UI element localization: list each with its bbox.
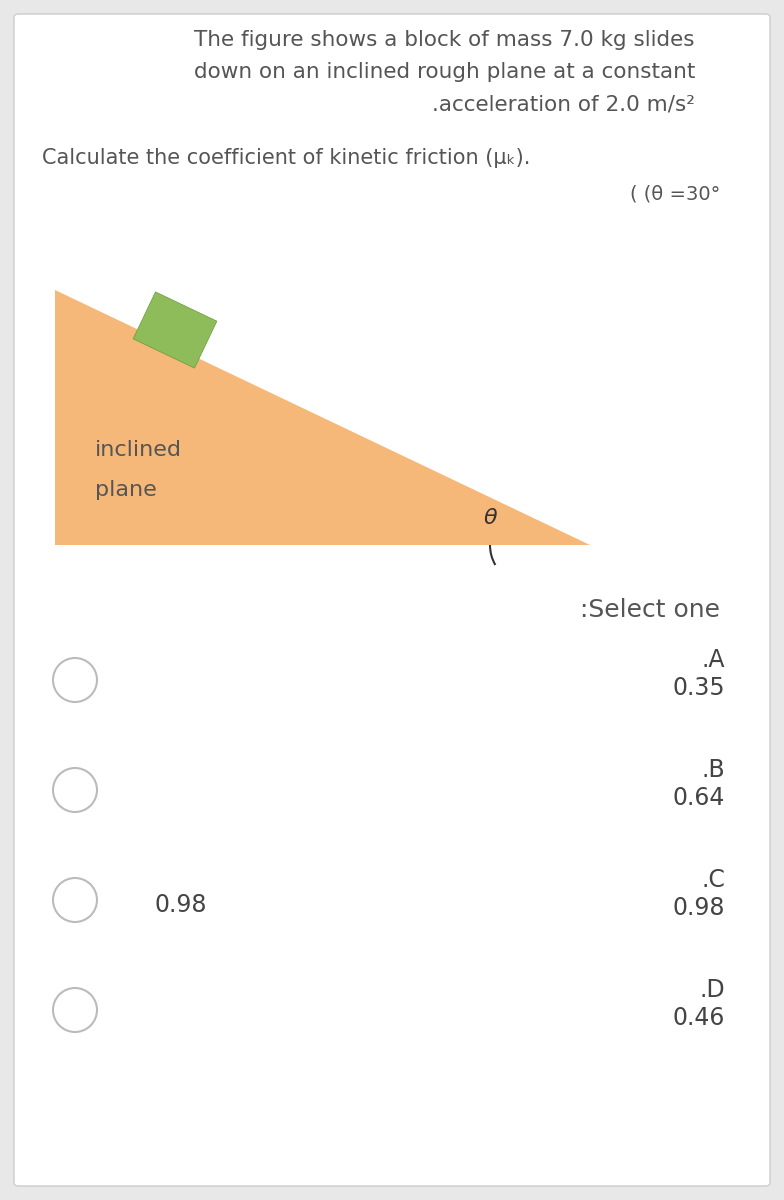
Text: 0.35: 0.35: [673, 676, 725, 700]
Text: The figure shows a block of mass 7.0 kg slides: The figure shows a block of mass 7.0 kg …: [194, 30, 695, 50]
Text: .A: .A: [702, 648, 725, 672]
Text: .C: .C: [701, 868, 725, 892]
Text: .B: .B: [702, 758, 725, 782]
Text: 0.46: 0.46: [673, 1006, 725, 1030]
Text: .D: .D: [699, 978, 725, 1002]
Polygon shape: [133, 292, 217, 368]
Text: 0.98: 0.98: [673, 896, 725, 920]
Text: 0.98: 0.98: [155, 893, 208, 917]
Text: .acceleration of 2.0 m/s²: .acceleration of 2.0 m/s²: [432, 94, 695, 114]
Text: plane: plane: [95, 480, 157, 500]
FancyBboxPatch shape: [14, 14, 770, 1186]
Text: θ: θ: [483, 508, 497, 528]
Text: ( (θ =30°: ( (θ =30°: [630, 185, 720, 204]
Text: inclined: inclined: [95, 440, 182, 460]
Text: down on an inclined rough plane at a constant: down on an inclined rough plane at a con…: [194, 62, 695, 82]
Text: 0.64: 0.64: [673, 786, 725, 810]
Text: :Select one: :Select one: [580, 598, 720, 622]
Text: Calculate the coefficient of kinetic friction (μₖ).: Calculate the coefficient of kinetic fri…: [42, 148, 530, 168]
Polygon shape: [55, 290, 590, 545]
